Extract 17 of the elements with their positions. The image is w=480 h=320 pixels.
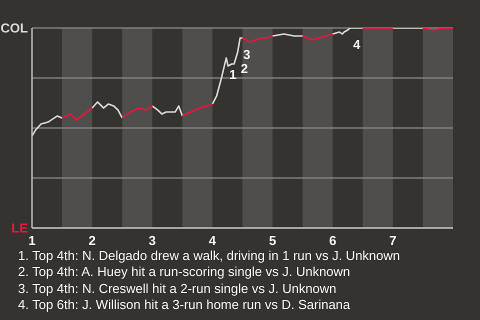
- annotation: 2: [240, 61, 248, 76]
- x-tick-label: 7: [389, 233, 396, 248]
- x-tick-label: 4: [208, 233, 217, 248]
- annotation: 1: [229, 67, 236, 82]
- x-tick-label: 5: [268, 233, 276, 248]
- x-tick-label: 1: [28, 233, 36, 248]
- x-tick-label: 3: [148, 233, 156, 248]
- text: 4. Top 6th: J. Willison hit a 3-run home run vs D. Sarinana: [18, 296, 352, 314]
- annotation: 3: [243, 47, 250, 62]
- x-tick-label: 2: [88, 233, 96, 248]
- text: 2. Top 4th: A. Huey hit a run-scoring single vs J. Unknown: [18, 264, 352, 281]
- x-tick-label: 6: [329, 233, 336, 248]
- annotation: 4: [353, 37, 362, 52]
- ref-line-label: LE: [11, 220, 28, 236]
- text: 1. Top 4th: N. Delgado drew a walk, driving in 1 run vs J. Unknown: [18, 248, 400, 264]
- text: 3. Top 4th: N. Creswell hit a 2-run single vs J. Unknown: [18, 280, 338, 297]
- ref-line-label: COL: [0, 20, 28, 36]
